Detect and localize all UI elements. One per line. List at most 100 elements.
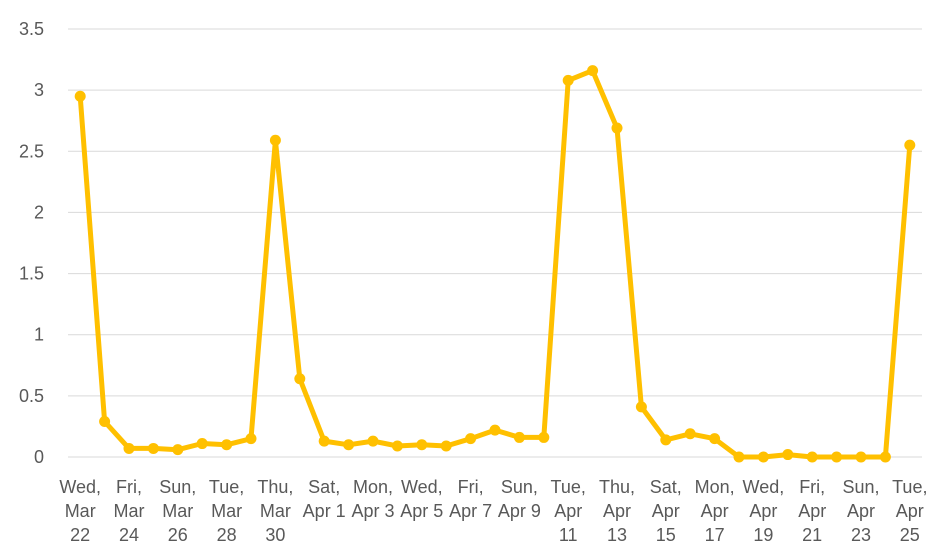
x-tick-label: Tue, Apr 25 bbox=[892, 477, 927, 545]
data-point bbox=[367, 435, 379, 447]
x-tick-label-line: Apr 3 bbox=[351, 501, 394, 521]
x-tick-label-line: Sun, bbox=[501, 477, 538, 497]
y-tick-label: 1.5 bbox=[19, 264, 44, 284]
x-tick-label-line: Wed, bbox=[401, 477, 443, 497]
x-tick-label-line: Tue, bbox=[209, 477, 244, 497]
data-point bbox=[538, 431, 550, 443]
x-tick-label: Sun, Apr 23 bbox=[842, 477, 879, 545]
x-tick-label-line: Mon, bbox=[353, 477, 393, 497]
data-point bbox=[74, 90, 86, 102]
x-tick-label-line: Sun, bbox=[159, 477, 196, 497]
data-point bbox=[831, 451, 843, 463]
x-tick-label-line: 30 bbox=[265, 525, 285, 545]
x-tick-label: Thu, Mar 30 bbox=[257, 477, 293, 545]
x-tick-label: Mon, Apr 3 bbox=[351, 477, 394, 521]
y-tick-label: 1 bbox=[34, 325, 44, 345]
x-tick-label-line: Apr 7 bbox=[449, 501, 492, 521]
x-tick-label-line: 13 bbox=[607, 525, 627, 545]
x-tick-label-line: 15 bbox=[656, 525, 676, 545]
x-tick-label-line: Fri, bbox=[799, 477, 825, 497]
data-point bbox=[904, 139, 916, 151]
x-tick-label-line: Mon, bbox=[695, 477, 735, 497]
data-point bbox=[855, 451, 867, 463]
x-tick-label-line: 28 bbox=[217, 525, 237, 545]
x-tick-label: Sat, Apr 1 bbox=[303, 477, 346, 521]
data-point bbox=[172, 444, 184, 456]
data-point bbox=[99, 416, 111, 428]
x-tick-label-line: Apr 5 bbox=[400, 501, 443, 521]
data-point bbox=[562, 74, 574, 86]
x-tick-label-line: Apr bbox=[847, 501, 875, 521]
x-tick-label-line: 22 bbox=[70, 525, 90, 545]
x-tick-label-line: Mar bbox=[65, 501, 96, 521]
x-tick-label-line: Sat, bbox=[308, 477, 340, 497]
x-tick-label-line: Sun, bbox=[842, 477, 879, 497]
data-point bbox=[757, 451, 769, 463]
y-tick-label: 0.5 bbox=[19, 386, 44, 406]
x-tick-label-line: 17 bbox=[705, 525, 725, 545]
x-tick-label: Fri, Apr 7 bbox=[449, 477, 492, 521]
x-tick-label: Tue, Mar 28 bbox=[209, 477, 244, 545]
x-tick-label: Wed, Apr 19 bbox=[743, 477, 785, 545]
plot-area bbox=[74, 65, 916, 463]
x-tick-label-line: 24 bbox=[119, 525, 139, 545]
series-line bbox=[77, 68, 913, 460]
data-point bbox=[635, 401, 647, 413]
x-tick-label-line: Apr bbox=[798, 501, 826, 521]
x-tick-label-line: Sat, bbox=[650, 477, 682, 497]
x-tick-label-line: Apr bbox=[603, 501, 631, 521]
x-tick-label-line: 26 bbox=[168, 525, 188, 545]
x-tick-label-line: Apr bbox=[554, 501, 582, 521]
x-tick-label-line: Apr 1 bbox=[303, 501, 346, 521]
y-axis: 0 0.5 1 1.5 2 2.5 3 3.5 bbox=[19, 19, 44, 467]
x-tick-label-line: Thu, bbox=[257, 477, 293, 497]
data-point bbox=[782, 449, 794, 461]
y-tick-label: 0 bbox=[34, 447, 44, 467]
data-point bbox=[147, 442, 159, 454]
data-point bbox=[343, 439, 355, 451]
x-tick-label: Sun, Mar 26 bbox=[159, 477, 196, 545]
x-tick-label-line: 25 bbox=[900, 525, 920, 545]
x-tick-label-line: Tue, bbox=[892, 477, 927, 497]
x-tick-label-line: Mar bbox=[162, 501, 193, 521]
x-tick-label: Fri, Mar 24 bbox=[114, 477, 145, 545]
data-point bbox=[684, 428, 696, 440]
x-axis: Wed, Mar 22 Fri, Mar 24 Sun, Mar 26 Tue, Mar 28 Thu,… bbox=[59, 477, 927, 545]
x-tick-label-line: 23 bbox=[851, 525, 871, 545]
x-tick-label-line: Wed, bbox=[743, 477, 785, 497]
x-tick-label: Wed, Apr 5 bbox=[400, 477, 443, 521]
data-point bbox=[879, 451, 891, 463]
x-tick-label-line: Apr 9 bbox=[498, 501, 541, 521]
x-tick-label-line: Apr bbox=[701, 501, 729, 521]
data-point bbox=[465, 433, 477, 445]
data-point bbox=[269, 134, 281, 146]
y-tick-label: 3 bbox=[34, 80, 44, 100]
x-tick-label-line: Mar bbox=[211, 501, 242, 521]
data-point bbox=[733, 451, 745, 463]
data-point bbox=[611, 122, 623, 134]
x-tick-label-line: 19 bbox=[753, 525, 773, 545]
data-point bbox=[806, 451, 818, 463]
x-tick-label: Sun, Apr 9 bbox=[498, 477, 541, 521]
data-point bbox=[489, 424, 501, 436]
x-tick-label-line: 21 bbox=[802, 525, 822, 545]
x-tick-label: Wed, Mar 22 bbox=[59, 477, 101, 545]
data-point bbox=[318, 435, 330, 447]
x-tick-label-line: Apr bbox=[896, 501, 924, 521]
data-point bbox=[221, 439, 233, 451]
x-tick-label: Tue, Apr 11 bbox=[551, 477, 586, 545]
data-point bbox=[513, 431, 525, 443]
data-point bbox=[440, 440, 452, 452]
data-point bbox=[196, 438, 208, 450]
y-tick-label: 3.5 bbox=[19, 19, 44, 39]
x-tick-label-line: Fri, bbox=[116, 477, 142, 497]
x-tick-label-line: Apr bbox=[652, 501, 680, 521]
data-point bbox=[660, 434, 672, 446]
x-tick-label-line: 11 bbox=[559, 525, 578, 545]
x-tick-label: Mon, Apr 17 bbox=[695, 477, 735, 545]
y-tick-label: 2 bbox=[34, 202, 44, 222]
x-tick-label-line: Mar bbox=[114, 501, 145, 521]
data-point bbox=[245, 433, 257, 445]
data-point bbox=[391, 440, 403, 452]
